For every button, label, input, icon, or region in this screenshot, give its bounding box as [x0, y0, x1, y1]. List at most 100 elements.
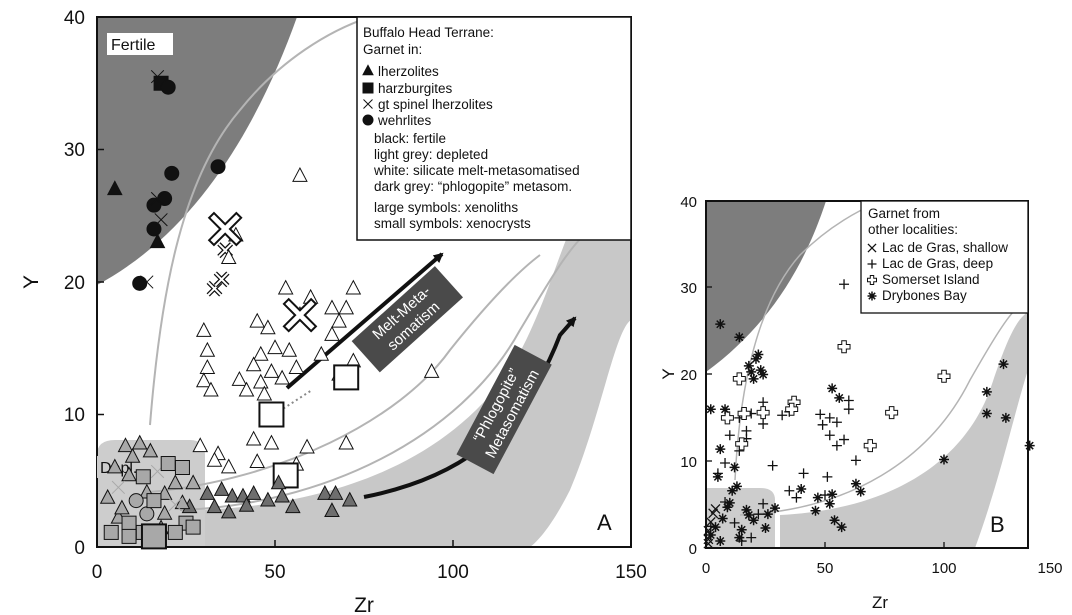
marker-triangle [213, 480, 230, 496]
x-axis-label-b: Zr [872, 593, 888, 612]
points-a [99, 69, 440, 550]
data-point-asterisk [770, 503, 781, 514]
legend-b-item-label: Lac de Gras, shallow [882, 240, 1008, 255]
y-tick-label-b: 20 [680, 367, 697, 384]
marker-asterisk [829, 515, 840, 526]
fertile-label-bg [107, 33, 173, 55]
data-point-phlogopite-triangle [206, 498, 223, 514]
data-point-melt-triangle [245, 430, 262, 446]
marker-plus [850, 455, 861, 466]
marker-plus [824, 412, 835, 423]
marker-triangle [174, 494, 191, 510]
data-point-melt-triangle [245, 356, 262, 372]
data-point-asterisk [827, 383, 838, 394]
marker-triangle [423, 363, 440, 378]
marker-asterisk [743, 360, 754, 371]
marker-plus [843, 404, 854, 415]
x-tick-label-b: 50 [817, 560, 834, 577]
marker-circle [139, 506, 155, 522]
data-point-melt-triangle [281, 341, 298, 357]
marker-triangle [167, 474, 184, 490]
marker-triangle [245, 430, 262, 446]
marker-triangle [245, 356, 262, 372]
marker-asterisk [750, 353, 761, 364]
marker-plus [843, 395, 854, 406]
marker-plus [817, 419, 828, 430]
marker-open-cross [756, 406, 770, 420]
legend-a-symbol-triangle [362, 64, 374, 76]
data-point-asterisk [748, 373, 759, 384]
legend-b-item-label: Somerset Island [882, 272, 980, 287]
marker-asterisk [755, 365, 766, 376]
data-point-plus [822, 471, 833, 482]
data-point-fertile-triangle [106, 180, 123, 196]
legend-b-title: Garnet from [868, 206, 940, 221]
marker-circle [210, 159, 226, 175]
marker-asterisk [827, 383, 838, 394]
data-point-melt-square [258, 401, 285, 428]
data-point-depleted-triangle [124, 447, 141, 463]
data-point-fertile-circle [160, 79, 176, 95]
marker-asterisk [712, 471, 723, 482]
data-point-asterisk [736, 524, 747, 535]
marker-open-cross [937, 369, 951, 383]
y-axis-b [706, 200, 712, 549]
data-point-phlogopite-triangle [238, 496, 255, 512]
data-point-depleted-triangle [121, 466, 137, 482]
x-axis-a [96, 540, 632, 547]
data-point-phlogopite-triangle [245, 484, 262, 500]
data-point-open-cross [863, 439, 877, 453]
marker-triangle [131, 434, 148, 450]
data-point-fertile-cross [140, 275, 154, 289]
marker-triangle [199, 359, 216, 374]
data-point-open-cross [735, 437, 749, 451]
data-point-melt-triangle [199, 359, 216, 374]
marker-triangle [362, 64, 374, 76]
marker-asterisk [727, 485, 738, 496]
marker-asterisk [731, 481, 742, 492]
data-point-melt-triangle [252, 373, 269, 389]
boundary-line-b2 [739, 309, 1016, 516]
data-point-asterisk [743, 360, 754, 371]
data-point-depleted-cross [111, 480, 126, 495]
data-point-asterisk [824, 498, 835, 509]
y-tick-label-a: 10 [64, 405, 85, 426]
marker-open-cross [737, 407, 751, 421]
data-point-plus [839, 434, 850, 445]
data-point-asterisk [939, 454, 949, 465]
marker-cross [867, 243, 877, 253]
data-point-melt-triangle [256, 385, 273, 401]
marker-asterisk [746, 366, 757, 377]
data-point-melt-triangle [324, 325, 340, 341]
data-point-plus [741, 425, 752, 436]
marker-triangle [114, 499, 130, 515]
marker-asterisk [810, 505, 821, 516]
data-point-melt-triangle [192, 437, 209, 453]
legend-a: Buffalo Head Terrane: Garnet in: lherzol… [356, 16, 632, 241]
data-point-fertile-cross [150, 191, 165, 206]
data-point-melt-triangle [238, 381, 255, 397]
data-point-asterisk [796, 484, 807, 495]
marker-square [146, 493, 162, 509]
marker-triangle [345, 279, 362, 295]
marker-triangle [260, 491, 276, 507]
data-point-asterisk [755, 365, 766, 376]
marker-asterisk [812, 492, 823, 503]
x-axis-label-a: Zr [354, 594, 374, 615]
legend-a-note: black: fertile [374, 131, 446, 146]
data-point-depleted-triangle [174, 494, 191, 510]
marker-plus [758, 498, 769, 509]
marker-asterisk [867, 291, 877, 301]
data-point-open-cross [937, 369, 951, 383]
marker-square [167, 524, 183, 540]
data-point-melt-triangle [263, 434, 280, 450]
marker-triangle [281, 341, 298, 357]
marker-asterisk [705, 529, 716, 540]
data-point-asterisk [724, 497, 735, 508]
legend-a-item-label: gt spinel lherzolites [378, 97, 493, 112]
marker-triangle [317, 484, 333, 500]
marker-asterisk [855, 486, 866, 497]
data-point-depleted-triangle [142, 442, 159, 458]
data-point-plus [817, 419, 828, 430]
panel-a: 0 50 100 150 0 10 20 30 40 Zr Y Fertile … [20, 8, 647, 615]
